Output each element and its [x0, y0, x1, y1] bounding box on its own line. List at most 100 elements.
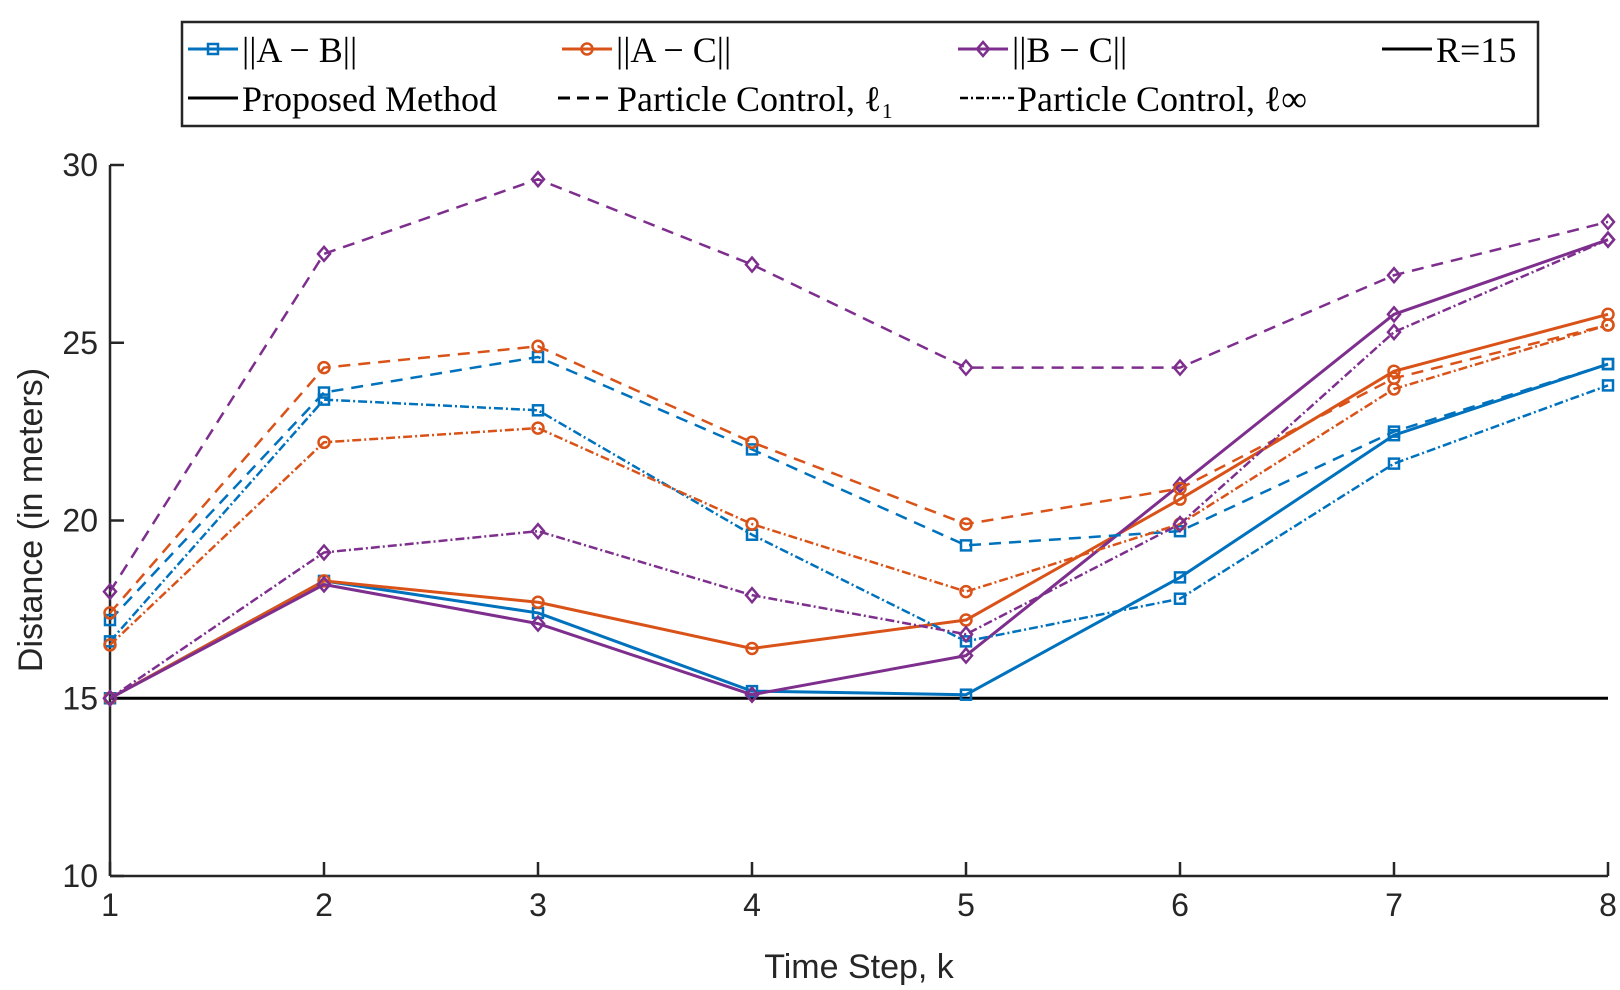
- x-tick-label: 3: [529, 887, 547, 923]
- legend-marker-ab: [206, 42, 220, 56]
- data-point: [1172, 515, 1188, 533]
- data-point: [1386, 323, 1402, 342]
- data-point: [1387, 364, 1401, 378]
- data-point: [103, 613, 117, 627]
- x-tick-label: 8: [1599, 887, 1617, 923]
- data-point: [1173, 524, 1187, 538]
- x-axis-title: Time Step, k: [764, 948, 955, 986]
- data-point: [531, 595, 545, 610]
- data-point: [959, 539, 973, 552]
- data-point: [1387, 382, 1401, 396]
- data-point: [959, 688, 973, 701]
- data-point: [744, 586, 760, 605]
- legend-label-ab: ||A − B||: [242, 30, 357, 70]
- series-line: [109, 238, 1609, 700]
- data-point: [530, 522, 546, 541]
- x-tick-label: 2: [315, 887, 333, 923]
- legend-entry-proposed: Proposed Method: [188, 79, 497, 119]
- data-point: [531, 404, 545, 417]
- legend-label-particle-linf: Particle Control, ℓ∞: [1017, 79, 1307, 119]
- data-point: [958, 358, 974, 377]
- legend-entry-reference: R=15: [1382, 30, 1516, 70]
- series-line: [109, 312, 1609, 700]
- data-point: [1601, 357, 1615, 371]
- legend-entry-particle-l1: Particle Control, ℓ₁: [558, 79, 894, 119]
- axes: [108, 165, 1608, 878]
- data-point: [1601, 379, 1615, 392]
- y-tick-label: 25: [62, 325, 98, 361]
- data-point: [959, 635, 973, 648]
- data-point: [958, 625, 974, 644]
- data-point: [744, 685, 760, 704]
- y-tick-label: 20: [62, 503, 98, 539]
- data-point: [103, 606, 117, 620]
- series-ac-pc-linf: [103, 318, 1615, 652]
- x-tick-label: 7: [1385, 887, 1403, 923]
- series-layer: [102, 170, 1616, 708]
- series-ab-proposed: [103, 357, 1615, 705]
- series-bc-pc-l1: [102, 170, 1616, 601]
- data-point: [745, 435, 759, 450]
- data-point: [1387, 425, 1401, 438]
- legend-label-bc: ||B − C||: [1012, 30, 1127, 70]
- series-line: [108, 177, 1609, 593]
- data-point: [316, 244, 332, 263]
- x-ticks: 1 2 3 4 5 6 7 8: [101, 862, 1617, 923]
- series-ab-pc-l1: [103, 350, 1615, 627]
- y-ticks: 10 15 20 25 30: [62, 147, 124, 894]
- legend-box: [180, 20, 1540, 128]
- x-tick-label: 5: [957, 887, 975, 923]
- data-point: [1173, 592, 1187, 605]
- data-point: [745, 443, 759, 456]
- data-point: [316, 543, 332, 562]
- data-point: [1386, 266, 1402, 285]
- data-point: [103, 638, 117, 652]
- data-point: [1387, 457, 1401, 470]
- data-point: [530, 614, 546, 633]
- data-point: [745, 517, 759, 531]
- data-point: [317, 386, 331, 399]
- data-point: [317, 574, 331, 588]
- data-point: [317, 435, 331, 450]
- data-point: [530, 170, 546, 189]
- data-point: [959, 584, 973, 599]
- series-line: [109, 323, 1609, 646]
- data-point: [317, 393, 331, 406]
- data-point: [1172, 358, 1188, 377]
- data-point: [316, 575, 332, 594]
- y-tick-label: 10: [62, 858, 98, 894]
- legend: ||A − B|| ||A − C|| ||B − C|| R=15 Propo…: [180, 20, 1540, 128]
- series-line: [109, 355, 1609, 621]
- legend-marker-ac: [580, 42, 594, 56]
- data-point: [1600, 230, 1616, 249]
- legend-entry-ab: ||A − B||: [188, 30, 357, 70]
- series-ab-pc-linf: [103, 379, 1615, 648]
- legend-entry-ac: ||A − C||: [562, 30, 731, 70]
- data-point: [745, 641, 759, 656]
- data-point: [102, 689, 118, 708]
- data-point: [958, 646, 974, 665]
- data-point: [102, 582, 118, 601]
- data-point: [1173, 481, 1187, 496]
- y-tick-label: 30: [62, 147, 98, 183]
- series-line: [109, 323, 1609, 614]
- data-point: [1601, 318, 1615, 332]
- series-line: [109, 384, 1609, 643]
- x-tick-label: 4: [743, 887, 761, 923]
- legend-marker-bc: [975, 40, 991, 58]
- series-bc-pc-linf: [102, 230, 1616, 708]
- x-tick-label: 1: [101, 887, 119, 923]
- legend-entry-particle-linf: Particle Control, ℓ∞: [960, 79, 1307, 119]
- data-point: [531, 339, 545, 354]
- data-point: [744, 255, 760, 274]
- legend-label-ac: ||A − C||: [616, 30, 731, 70]
- series-line: [109, 362, 1609, 700]
- y-tick-label: 15: [62, 680, 98, 716]
- series-line: [109, 238, 1609, 700]
- legend-label-particle-l1: Particle Control, ℓ₁: [617, 79, 894, 119]
- series-ac-proposed: [103, 307, 1615, 705]
- data-point: [1173, 571, 1187, 584]
- y-axis-title: Distance (in meters): [12, 368, 50, 672]
- data-point: [1172, 476, 1188, 494]
- data-point: [959, 517, 973, 531]
